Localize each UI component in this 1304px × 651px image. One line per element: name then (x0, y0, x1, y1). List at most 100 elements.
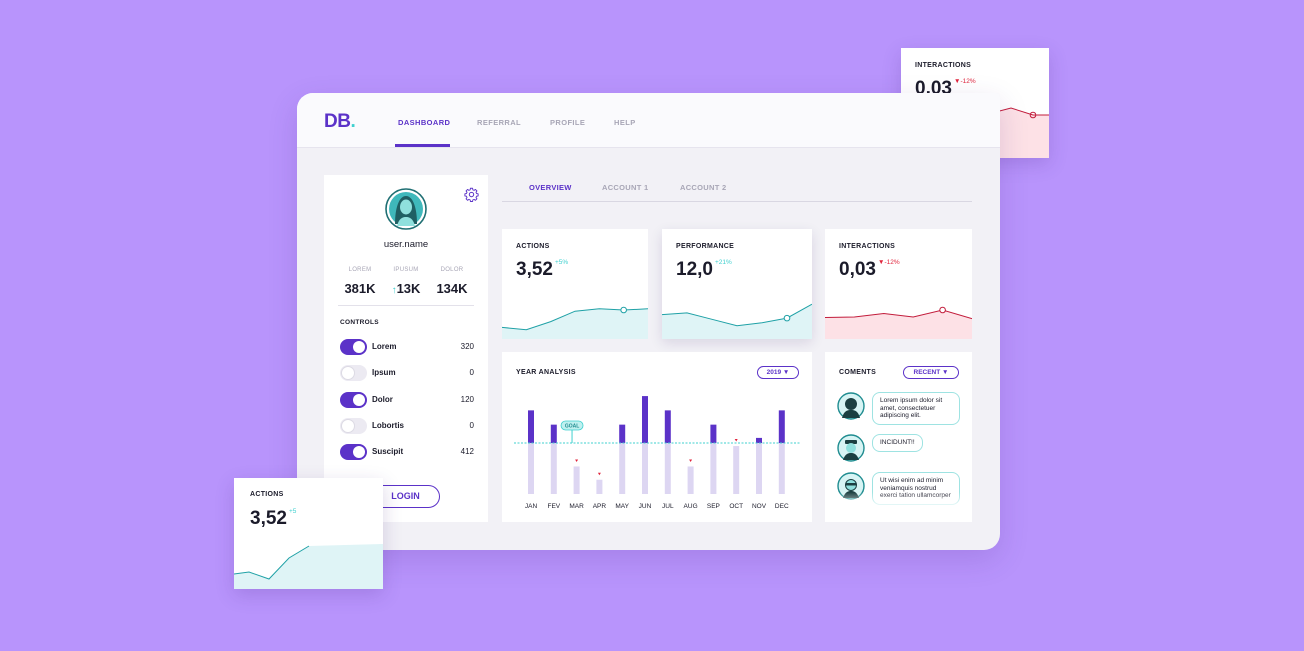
bar (642, 396, 648, 443)
commenter-avatar (837, 392, 865, 420)
metric-title: ACTIONS (516, 243, 550, 250)
sparkline-point (620, 306, 627, 314)
month-label: JAN (524, 503, 538, 510)
sparkline-area (502, 308, 648, 339)
month-label: JUL (662, 503, 674, 510)
toggle-knob (342, 367, 354, 379)
month-label: FEV (547, 503, 561, 510)
bar-base (664, 443, 671, 494)
brand-logo[interactable]: DB. (324, 111, 356, 133)
year-analysis-panel: YEAR ANALYSIS 2019 ▼ GOAL JAN FEV MAR APR MA… (502, 352, 812, 522)
bar (619, 424, 626, 443)
month-label: APR (592, 503, 607, 510)
year-select-value: 2019 (766, 369, 782, 376)
control-value-dolor: 120 (460, 395, 474, 404)
tab-account-1[interactable]: ACCOUNT 1 (602, 183, 649, 192)
bar-base (550, 443, 557, 494)
sparkline-line (825, 309, 972, 320)
tab-overview[interactable]: OVERVIEW (529, 183, 572, 192)
control-value-lobortis: 0 (469, 421, 474, 430)
stat-label-lorem: LOREM (348, 267, 372, 273)
bar-base (619, 443, 626, 494)
divider (338, 305, 474, 306)
chevron-down-icon: ▼ (782, 369, 790, 376)
logo-dot: . (350, 111, 356, 132)
bar-base (710, 443, 717, 494)
nav-help[interactable]: HELP (614, 118, 636, 127)
below-goal-marker (575, 459, 579, 462)
stat-value-dolor: 134K (436, 281, 468, 296)
goal-tag (560, 420, 584, 431)
gear-icon[interactable] (464, 187, 479, 202)
control-label-lobortis: Lobortis (372, 421, 404, 430)
nav-dashboard[interactable]: DASHBOARD (398, 118, 451, 127)
avatar (385, 188, 427, 230)
comment-bubble: Lorem ipsum dolor sit amet, consectetuer… (872, 392, 960, 425)
comments-fade (825, 492, 972, 522)
floating-interactions-title: INTERACTIONS (915, 62, 972, 69)
floating-interactions-delta-text: -12% (960, 78, 976, 85)
commenter-avatar (837, 434, 865, 462)
sparkline-point (783, 314, 791, 322)
month-label: OCT (729, 503, 744, 510)
comments-filter-select[interactable]: RECENT ▼ (903, 366, 959, 379)
bar (528, 410, 534, 443)
control-value-lorem: 320 (460, 342, 474, 351)
tabs-divider (502, 201, 972, 202)
year-select[interactable]: 2019 ▼ (757, 366, 799, 379)
toggle-lorem[interactable] (340, 339, 367, 355)
below-goal-marker (689, 459, 693, 462)
sparkline-area (825, 310, 972, 339)
month-label: AUG (683, 503, 698, 510)
below-goal-marker (734, 439, 738, 442)
goal-label: GOAL (565, 424, 579, 430)
toggle-ipsum[interactable] (340, 365, 367, 381)
metric-delta: +5% (555, 259, 569, 266)
bar (756, 437, 762, 443)
metric-card-actions: ACTIONS 3,52 +5% (502, 229, 648, 339)
nav-referral[interactable]: REFERRAL (477, 118, 522, 127)
logo-text: DB (324, 111, 351, 132)
controls-title: CONTROLS (340, 319, 379, 326)
nav-profile[interactable]: PROFILE (550, 118, 586, 127)
bar (710, 424, 717, 443)
bar-base (528, 443, 534, 494)
control-label-lorem: Lorem (372, 342, 397, 351)
comments-title: COMENTS (839, 369, 877, 376)
dashboard-window: DB. DASHBOARD REFERRAL PROFILE HELP user… (297, 93, 1000, 550)
toggle-knob (353, 394, 365, 406)
bar (573, 466, 580, 494)
toggle-dolor[interactable] (340, 392, 367, 408)
nav-active-indicator (395, 144, 450, 147)
bar-base (642, 443, 648, 494)
bar (664, 410, 671, 443)
toggle-lobortis[interactable] (340, 418, 367, 434)
control-label-dolor: Dolor (372, 395, 393, 404)
metric-value: 3,52 (516, 259, 553, 280)
actions-sparkline (502, 306, 648, 339)
profile-panel: user.name LOREM IPUSUM DOLOR 381K ↑13K 1… (324, 175, 488, 522)
interactions-sparkline (825, 306, 972, 339)
stat-label-dolor: DOLOR (440, 267, 464, 273)
profile-username: user.name (383, 239, 429, 250)
floating-actions-value: 3,52 (250, 508, 287, 529)
tab-account-2[interactable]: ACCOUNT 2 (680, 183, 727, 192)
floating-interactions-delta: ▼-12% (954, 78, 976, 85)
floating-actions-delta: +5 (289, 508, 297, 515)
metric-value: 0,03 (839, 259, 876, 280)
metric-delta: ▼-12% (878, 259, 900, 266)
floating-actions-sparkline (234, 544, 383, 589)
month-label: DEC (774, 503, 789, 510)
performance-sparkline (662, 303, 812, 339)
chevron-down-icon: ▼ (942, 369, 949, 376)
metric-title: INTERACTIONS (839, 243, 896, 250)
toggle-suscipit[interactable] (340, 444, 367, 460)
month-label: SEP (706, 503, 720, 510)
sparkline-area (662, 304, 812, 339)
metric-delta-text: -12% (884, 259, 900, 266)
sparkline-point (939, 306, 946, 314)
bar (733, 446, 740, 494)
arrow-up-icon: ↑ (391, 285, 397, 296)
metric-title: PERFORMANCE (676, 243, 735, 250)
toggle-knob (353, 446, 365, 458)
